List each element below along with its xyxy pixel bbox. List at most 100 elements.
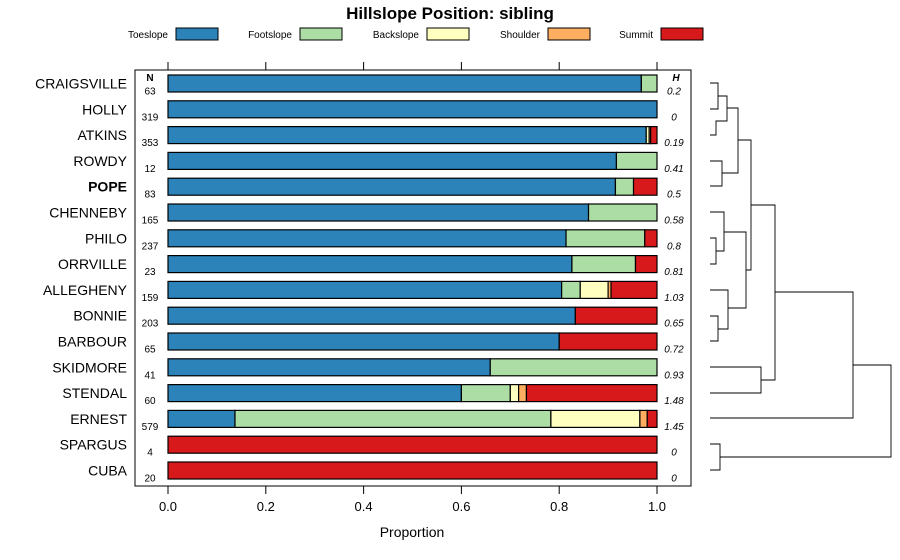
row-label-chenneby: CHENNEBY: [49, 205, 127, 221]
row-label-rowdy: ROWDY: [73, 153, 127, 169]
h-label-pope: 0.5: [667, 190, 681, 201]
h-label-chenneby: 0.58: [664, 216, 684, 227]
bar-craigsville-footslope: [640, 74, 658, 93]
legend-swatch-shoulder: [547, 27, 591, 41]
bar-orrville-footslope: [571, 255, 637, 274]
bar-barbour-summit: [558, 332, 658, 351]
dendrogram-branch-4: [710, 160, 723, 187]
n-label-cuba: 20: [144, 474, 156, 485]
bar-ernest-toeslope: [167, 409, 236, 428]
dendrogram-branch-7: [710, 211, 725, 252]
h-label-spargus: 0: [671, 448, 677, 459]
bar-allegheny-summit: [610, 280, 658, 299]
x-tick-label-0-4: 0.4: [355, 499, 373, 514]
dendrogram-branch-1: [710, 82, 719, 110]
bar-allegheny-toeslope: [167, 280, 563, 299]
h-label-holly: 0: [671, 112, 677, 123]
bar-row-spargus: [167, 435, 658, 454]
x-tick-label-0-6: 0.6: [452, 499, 470, 514]
n-label-bonnie: 203: [142, 319, 159, 330]
n-label-craigsville: 63: [144, 87, 156, 98]
n-label-barbour: 65: [144, 345, 156, 356]
bar-spargus-summit: [167, 435, 658, 454]
bar-stendal-toeslope: [167, 384, 462, 403]
bar-row-skidmore: [167, 358, 658, 377]
row-label-ernest: ERNEST: [70, 411, 127, 427]
bar-row-atkins: [167, 125, 658, 145]
n-label-skidmore: 41: [144, 370, 156, 381]
x-axis-label: Proportion: [380, 524, 445, 540]
bar-skidmore-footslope: [489, 358, 658, 377]
bar-orrville-summit: [634, 255, 658, 274]
dendrogram-branch-15: [710, 443, 721, 471]
bar-philo-summit: [644, 229, 658, 248]
bar-chenneby-footslope: [587, 203, 658, 222]
row-label-craigsville: CRAIGSVILLE: [35, 76, 127, 92]
bar-philo-footslope: [565, 229, 646, 248]
dendrogram-branch-10: [724, 231, 747, 309]
chart-title: Hillslope Position: sibling: [346, 4, 554, 23]
n-label-holly: 319: [142, 112, 159, 123]
n-label-chenneby: 165: [142, 216, 159, 227]
row-label-cuba: CUBA: [88, 463, 128, 479]
n-label-rowdy: 12: [144, 164, 156, 175]
legend-swatch-backslope: [426, 27, 470, 41]
x-tick-label-0-0: 0.0: [159, 499, 177, 514]
dendrogram-branch-9: [710, 289, 729, 330]
bar-bonnie-toeslope: [167, 306, 576, 325]
n-label-orrville: 23: [144, 267, 156, 278]
bar-atkins-toeslope: [167, 125, 647, 145]
x-tick-label-1-0: 1.0: [648, 499, 666, 514]
h-label-skidmore: 0.93: [664, 370, 684, 381]
bar-allegheny-backslope: [579, 280, 609, 299]
h-label-ernest: 1.45: [664, 422, 684, 433]
row-label-orrville: ORRVILLE: [58, 256, 127, 272]
legend-swatch-summit: [660, 27, 704, 41]
dendrogram-branch-11: [738, 139, 752, 271]
bar-ernest-shoulder: [639, 409, 648, 428]
bar-rowdy-footslope: [615, 151, 658, 170]
n-label-ernest: 579: [142, 422, 159, 433]
bar-row-rowdy: [167, 151, 658, 170]
bar-ernest-backslope: [550, 409, 641, 428]
dendrogram-branch-14: [710, 291, 854, 419]
bar-rowdy-toeslope: [167, 151, 618, 170]
row-label-pope: POPE: [88, 179, 127, 195]
n-label-pope: 83: [144, 190, 156, 201]
bar-stendal-footslope: [460, 384, 511, 403]
legend-label-footslope: Footslope: [248, 30, 292, 41]
bar-row-philo: [167, 229, 658, 248]
row-label-skidmore: SKIDMORE: [52, 359, 127, 375]
plot-panel: [134, 69, 692, 487]
legend-label-shoulder: Shoulder: [500, 30, 541, 41]
dendrogram-branch-13: [751, 204, 776, 381]
bar-holly-toeslope: [167, 100, 658, 119]
dendrogram-branch-3: [718, 95, 728, 122]
h-label-cuba: 0: [671, 474, 677, 485]
bar-row-holly: [167, 100, 658, 119]
n-label-stendal: 60: [144, 396, 156, 407]
bar-ernest-summit: [646, 409, 658, 428]
top-axis-ticks: [167, 62, 658, 70]
legend-swatch-toeslope: [175, 27, 219, 41]
bar-row-stendal: [167, 384, 658, 403]
bar-row-orrville: [167, 255, 658, 274]
h-label-craigsville: 0.2: [667, 87, 681, 98]
bar-barbour-toeslope: [167, 332, 560, 351]
bars: [167, 74, 658, 480]
legend-label-backslope: Backslope: [373, 30, 420, 41]
row-label-barbour: BARBOUR: [58, 334, 127, 350]
bar-bonnie-summit: [574, 306, 658, 325]
bar-stendal-summit: [525, 384, 658, 403]
bar-ernest-footslope: [234, 409, 552, 428]
n-label-atkins: 353: [142, 138, 159, 149]
row-label-atkins: ATKINS: [77, 127, 127, 143]
h-labels: 0.2 0 0.19 0.41 0.5 0.58 0.8 0.81 1.03 0.65 0.72 0.…: [664, 87, 684, 485]
h-column-header: H: [672, 73, 680, 84]
legend-label-toeslope: Toeslope: [128, 30, 168, 41]
bar-pope-footslope: [614, 177, 635, 196]
bar-row-ernest: [167, 409, 658, 428]
bar-stendal-shoulder: [518, 384, 528, 403]
bar-row-allegheny: [167, 280, 658, 299]
legend-label-summit: Summit: [619, 30, 653, 41]
